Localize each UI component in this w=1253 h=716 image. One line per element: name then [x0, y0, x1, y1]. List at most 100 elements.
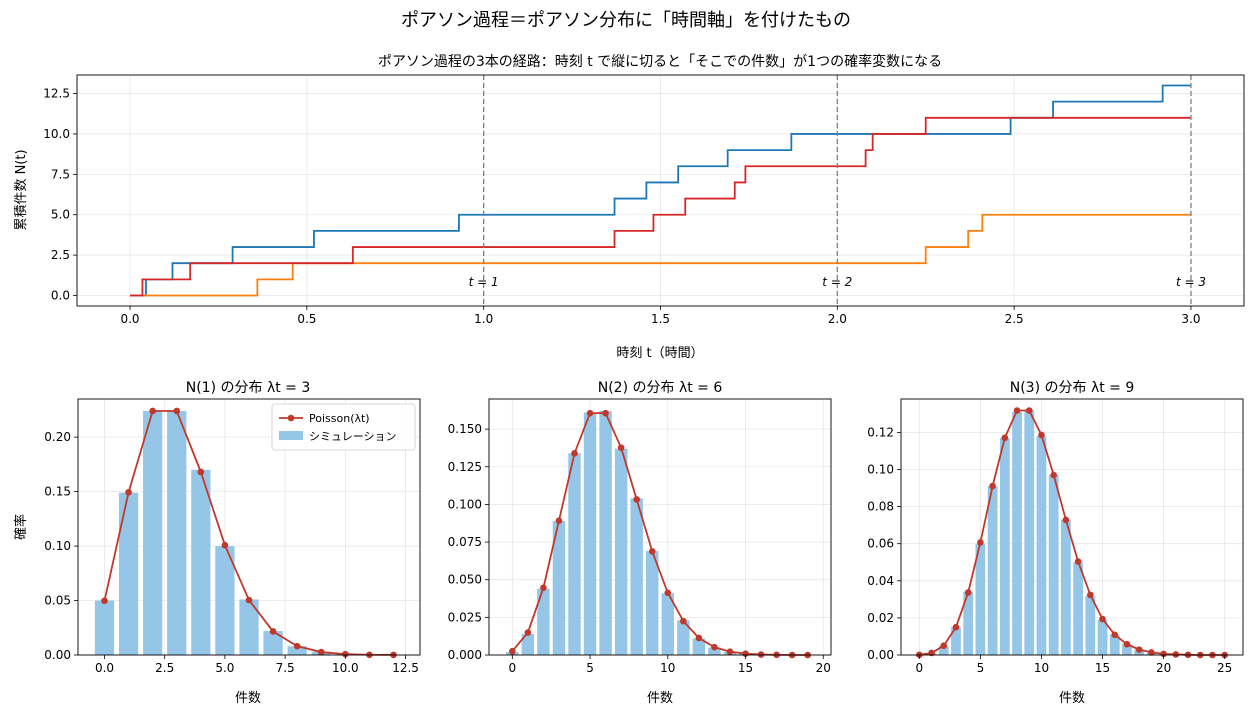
- n1-poisson-point: [293, 642, 301, 650]
- n2-axes-frame: [488, 398, 832, 656]
- n2-poisson-point: [555, 517, 563, 524]
- figure-suptitle: ポアソン過程＝ポアソン分布に「時間軸」を付けたもの: [401, 10, 851, 31]
- n3-axes-frame: [900, 398, 1244, 656]
- n1-poisson-point: [342, 650, 349, 658]
- n2-y-tick-label: 0.100: [448, 497, 482, 511]
- n3-bar: [1012, 411, 1022, 655]
- n3-x-tick-label: 5: [977, 661, 985, 675]
- top-x-tick-label: 2.0: [828, 312, 847, 326]
- n3-y-tick-label: 0.04: [867, 574, 894, 588]
- top-x-tick-label: 1.5: [651, 312, 670, 326]
- n3-y-tick-label: 0.12: [867, 425, 894, 439]
- n1-x-tick-label: 10.0: [332, 661, 359, 675]
- n2-bar: [614, 448, 628, 655]
- n3-bar: [999, 437, 1010, 655]
- n2-bar: [646, 551, 659, 655]
- n3-y-tick-label: 0.00: [867, 648, 894, 662]
- n3-y-tick-label: 0.02: [867, 611, 894, 625]
- n3-poisson-point: [964, 589, 972, 596]
- n2-poisson-point: [509, 647, 516, 655]
- n1-x-tick-label: 5.0: [215, 661, 234, 675]
- n1-bar: [287, 646, 307, 655]
- n3-poisson-point: [1160, 650, 1167, 658]
- n3-bar: [1097, 619, 1108, 655]
- n1-axes-frame: [77, 398, 421, 656]
- n3-bar: [1048, 475, 1059, 655]
- n1-poisson-point: [197, 468, 205, 476]
- n1-bar: [191, 469, 211, 655]
- n1-bar: [263, 631, 283, 655]
- n3-poisson-point: [1148, 649, 1155, 656]
- n3-poisson-point: [1025, 407, 1033, 414]
- legend-label-simulation: シミュレーション: [309, 430, 397, 443]
- legend-label-poisson: Poisson(λt): [309, 412, 370, 425]
- n2-bar: [521, 633, 535, 655]
- n1-bar: [118, 492, 139, 655]
- top-paths-chart: ポアソン過程の3本の経路：時刻 t で縦に切ると「そこでの件数」が1つの確率変数…: [14, 53, 1245, 361]
- n1-x-tick-label: 0.0: [95, 661, 114, 675]
- n1-y-tick-label: 0.20: [44, 430, 71, 444]
- n3-poisson-point: [1099, 615, 1106, 623]
- n1-poisson-point: [317, 648, 325, 656]
- n2-poisson-point: [726, 648, 734, 655]
- n2-poisson-point: [633, 496, 640, 503]
- n2-y-tick-label: 0.125: [448, 460, 482, 474]
- n3-poisson-point: [1050, 471, 1057, 479]
- n1-y-tick-label: 0.15: [44, 485, 71, 499]
- n2-y-tick-label: 0.075: [448, 535, 482, 549]
- top-y-tick-label: 5.0: [51, 208, 70, 222]
- n1-distribution-chart: N(1) の分布 λt = 3 件数 確率 0.0 2.5 5.0 7.5 10.0 12…: [13, 380, 421, 706]
- time-cut-label: t = 2: [822, 275, 852, 289]
- n1-bar: [239, 599, 259, 655]
- n2-bar: [568, 453, 581, 655]
- n2-bar: [537, 588, 550, 655]
- top-axes-frame: [76, 74, 1245, 307]
- top-chart-ylabel: 累積件数 N(t): [14, 149, 29, 230]
- n1-x-tick-label: 7.5: [276, 661, 295, 675]
- n3-bar: [1036, 436, 1047, 655]
- n3-poisson-point: [1172, 651, 1180, 658]
- n3-plot-area: [901, 399, 1243, 659]
- n2-poisson-point: [757, 651, 765, 658]
- n3-bar: [1085, 595, 1096, 655]
- n1-bar: [94, 600, 115, 655]
- n3-poisson-point: [1111, 631, 1119, 639]
- n1-chart-xlabel: 件数: [235, 691, 261, 706]
- n3-poisson-point: [1123, 640, 1131, 648]
- n3-poisson-point: [940, 642, 948, 650]
- n1-x-tick-label: 2.5: [155, 661, 174, 675]
- n3-y-tick-label: 0.10: [867, 462, 894, 476]
- n2-bar: [583, 412, 597, 655]
- n3-bar: [1073, 562, 1083, 655]
- n3-poisson-point: [1135, 646, 1143, 653]
- n2-plot-area: [489, 399, 831, 659]
- top-x-tick-label: 3.0: [1181, 312, 1200, 326]
- n3-poisson-point: [1001, 434, 1009, 442]
- n2-poisson-point: [711, 643, 718, 651]
- n3-bar: [1122, 643, 1132, 655]
- n3-bar: [963, 591, 974, 655]
- top-y-tick-label: 0.0: [51, 289, 70, 303]
- n1-legend: Poisson(λt) シミュレーション: [271, 403, 416, 451]
- n1-poisson-point: [269, 628, 277, 635]
- n2-poisson-point: [571, 450, 578, 457]
- n2-x-tick-label: 15: [738, 661, 753, 675]
- n3-bar: [938, 645, 949, 655]
- n3-x-tick-label: 10: [1034, 661, 1049, 675]
- time-cut-label: t = 3: [1176, 275, 1206, 289]
- n1-x-tick-label: 12.5: [392, 661, 419, 675]
- n3-chart-title: N(3) の分布 λt = 9: [1010, 380, 1135, 396]
- top-plot-area: t = 1 t = 2 t = 3: [77, 75, 1244, 306]
- n1-bar: [143, 410, 163, 655]
- n3-distribution-chart: N(3) の分布 λt = 9 件数 0 5 10 15 20 25 0.00 0.02 0.0…: [867, 380, 1244, 706]
- n3-y-tick-label: 0.08: [867, 500, 894, 514]
- n2-poisson-point: [524, 629, 532, 636]
- n1-y-tick-label: 0.10: [44, 539, 71, 553]
- n3-poisson-point: [977, 539, 984, 546]
- n1-bar: [167, 410, 187, 655]
- n3-poisson-point: [1038, 431, 1045, 439]
- n3-bar: [1061, 519, 1071, 655]
- n3-poisson-point: [1013, 407, 1021, 414]
- legend-bar-swatch: [279, 431, 303, 440]
